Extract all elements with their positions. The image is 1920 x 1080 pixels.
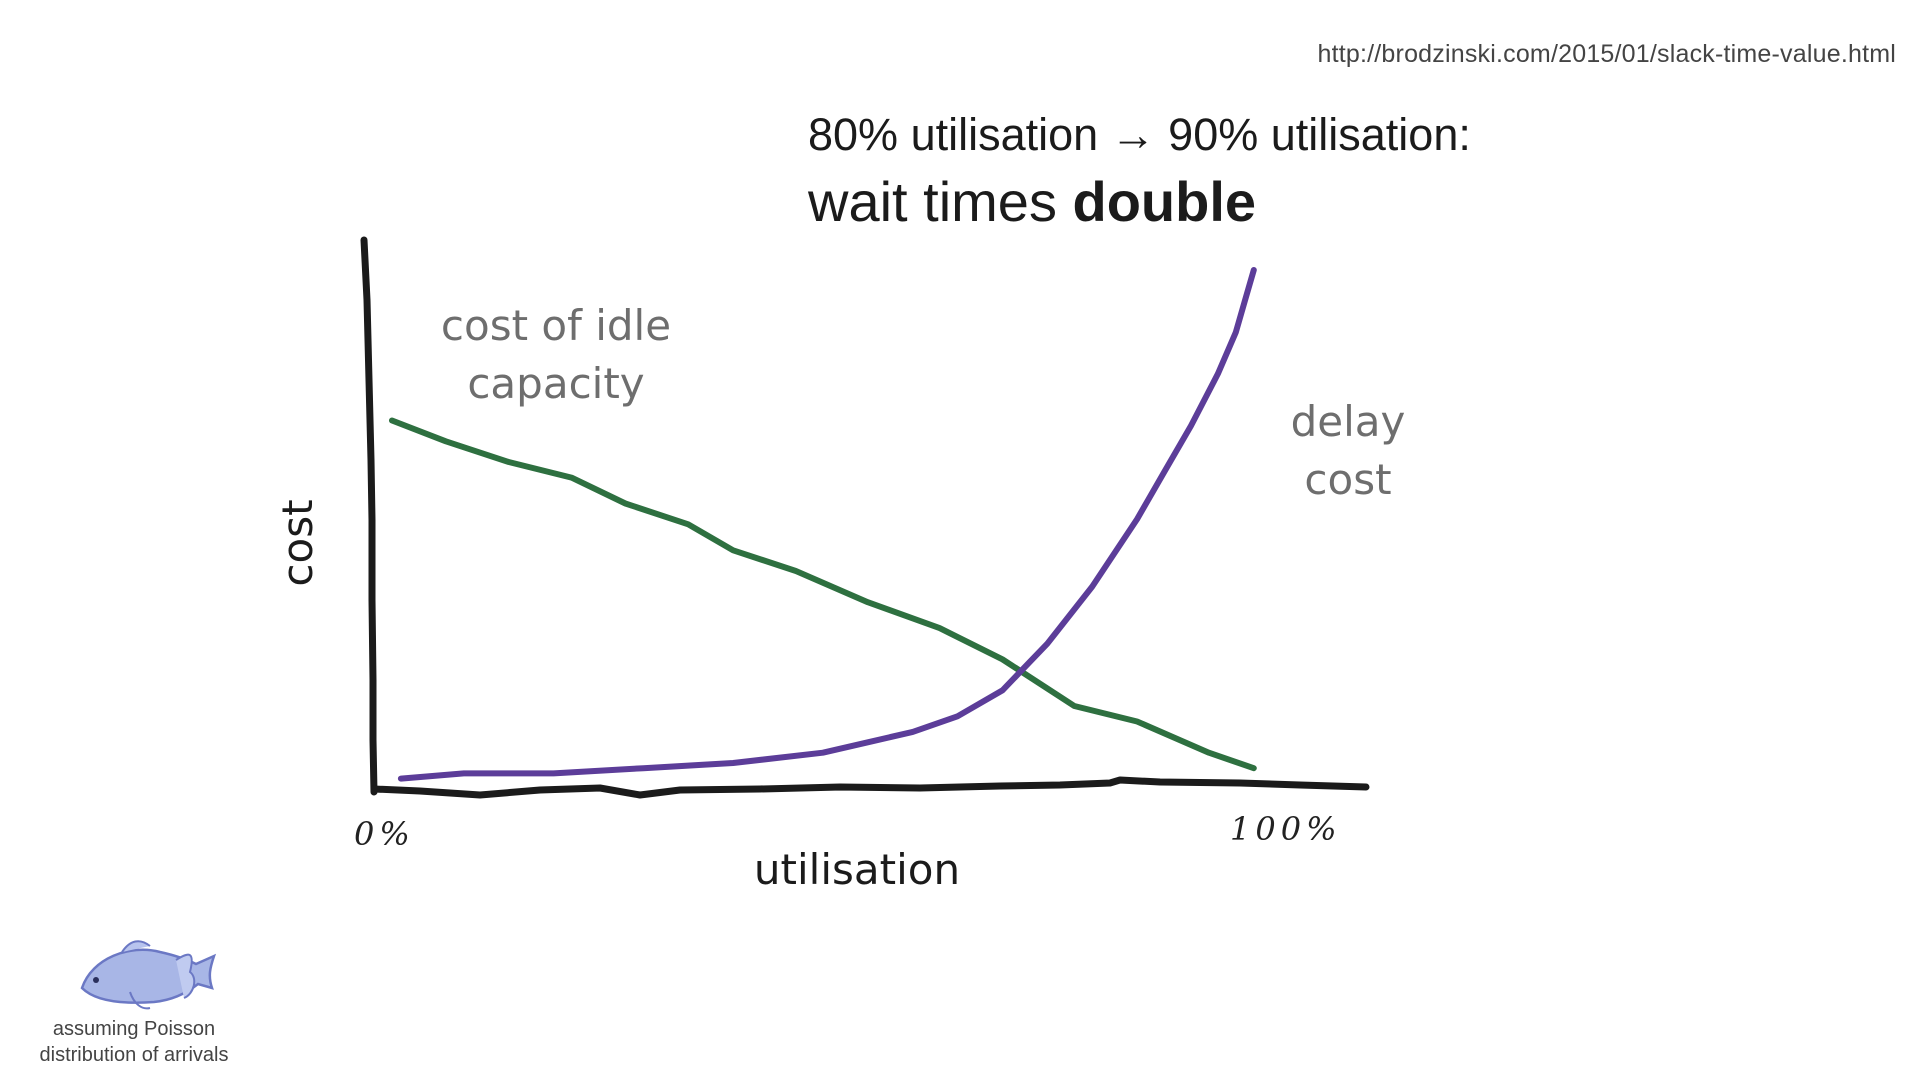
x-tick-label-100: 100% [1230,810,1341,848]
footnote-line-1: assuming Poisson [52,1018,216,1040]
y-axis-title: cost [273,499,322,586]
series-line-idle-capacity [389,417,1257,772]
headline-line-1: 80% utilisation → 90% utilisation: [808,109,1471,160]
x-axis-title: utilisation [754,845,960,894]
headline-line-2-prefix: wait times [808,170,1073,233]
source-url[interactable]: http://brodzinski.com/2015/01/slack-time… [1317,40,1896,68]
y-axis [360,236,378,796]
footnote-line-2: distribution of arrivals [39,1044,229,1066]
fish-illustration [80,940,217,1010]
footnote: assuming Poisson distribution of arrival… [24,1016,244,1068]
series-label-delay-line-2: cost [1304,455,1391,504]
series-line-delay-cost [397,267,1257,782]
headline-emphasis: double [1072,170,1257,233]
headline: 80% utilisation → 90% utilisation: wait … [808,108,1471,235]
x-tick-label-0: 0% [354,815,415,853]
series-label-idle-line-1: cost of idle [441,301,671,350]
headline-line-2: wait times double [808,168,1471,235]
series-label-idle-line-2: capacity [467,359,644,408]
series-label-delay-line-1: delay [1291,397,1406,446]
x-axis [370,776,1370,799]
